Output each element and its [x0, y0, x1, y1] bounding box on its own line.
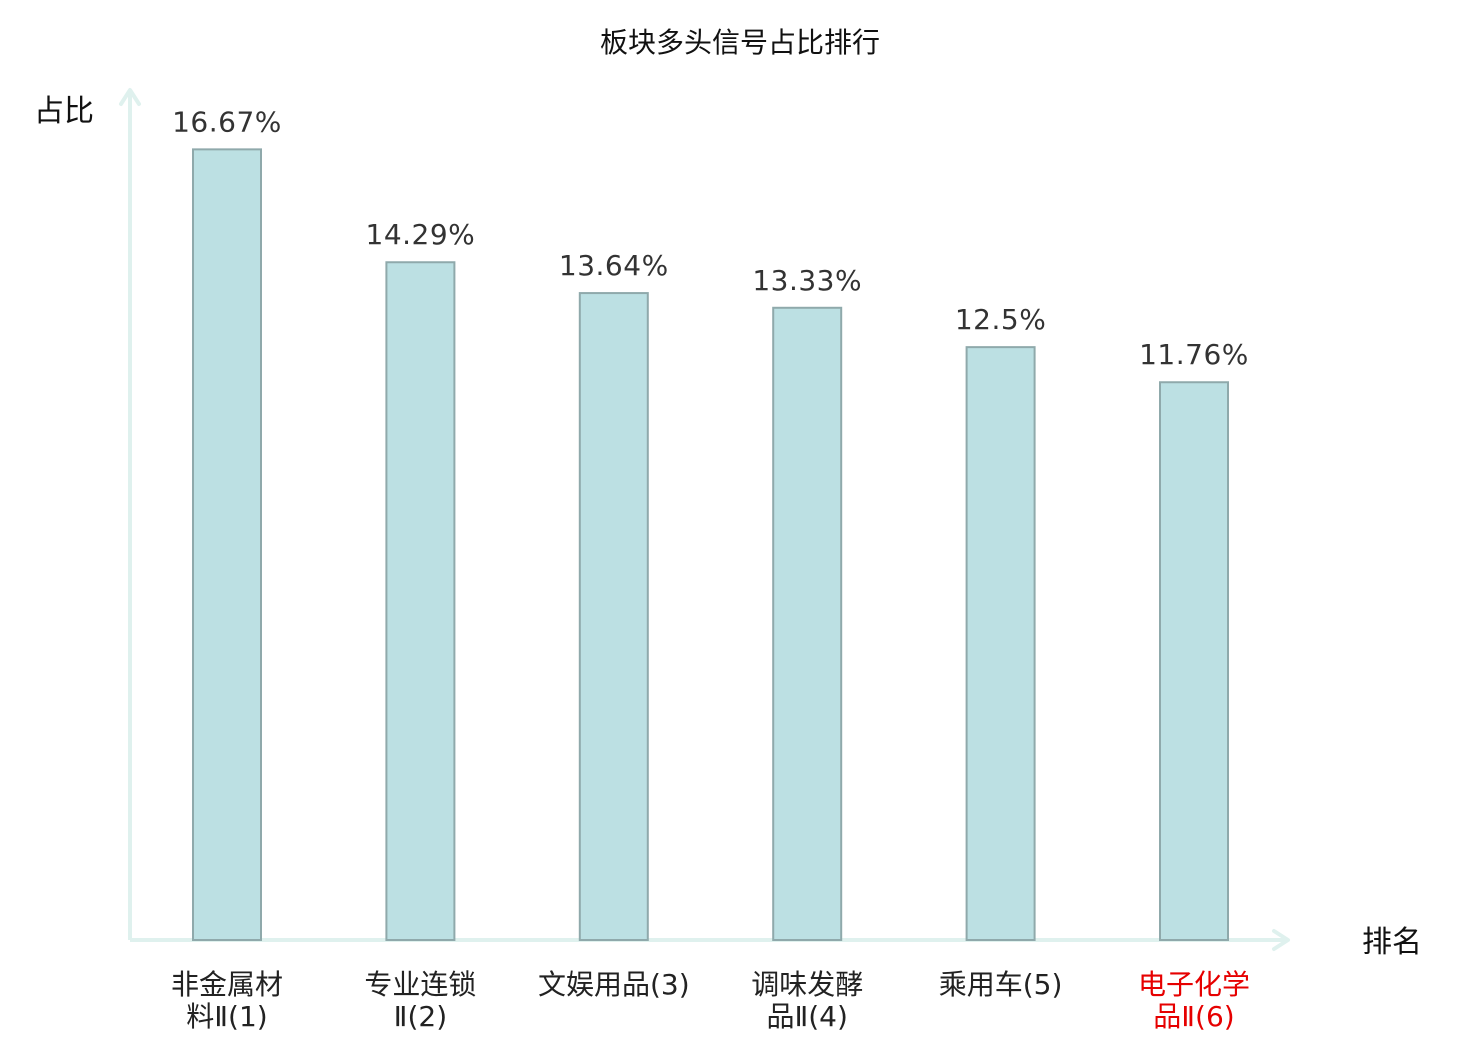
y-axis-title: 占比: [34, 94, 94, 129]
value-labels-group: 16.67% 14.29% 13.64% 13.33% 12.5% 11.76%: [172, 105, 1249, 371]
bar: [578, 292, 649, 941]
y-axis-arrow: [119, 88, 141, 106]
bar: [772, 306, 843, 941]
bar: [1159, 381, 1229, 941]
bar: [965, 346, 1036, 941]
x-tick-label: 非金属材: [171, 968, 283, 1001]
chart-title: 板块多头信号占比排行: [600, 26, 880, 59]
x-tick-label: 乘用车(5): [939, 968, 1063, 1001]
x-axis-arrow: [1272, 929, 1290, 951]
bar: [192, 148, 262, 941]
x-tick-label: Ⅱ(2): [394, 1000, 447, 1033]
data-label: 13.64%: [559, 249, 669, 282]
data-label: 12.5%: [955, 303, 1046, 336]
data-label: 16.67%: [172, 105, 282, 138]
data-label: 11.76%: [1139, 338, 1249, 371]
x-axis-title: 排名: [1362, 925, 1422, 960]
x-tick-label: 专业连锁: [364, 968, 476, 1001]
bar: [385, 261, 456, 941]
x-tick-label: 文娱用品(3): [538, 968, 690, 1001]
data-label: 14.29%: [366, 218, 476, 251]
data-label: 13.33%: [752, 264, 862, 297]
x-tick-label: 电子化学: [1138, 968, 1250, 1001]
x-tick-label: 料Ⅱ(1): [186, 1000, 267, 1033]
x-tick-label: 品Ⅱ(4): [766, 1000, 847, 1033]
bars-group: [192, 148, 1229, 941]
x-tick-label: 调味发酵: [751, 968, 863, 1001]
x-tick-label: 品Ⅱ(6): [1153, 1000, 1234, 1033]
axes: [119, 88, 1290, 951]
